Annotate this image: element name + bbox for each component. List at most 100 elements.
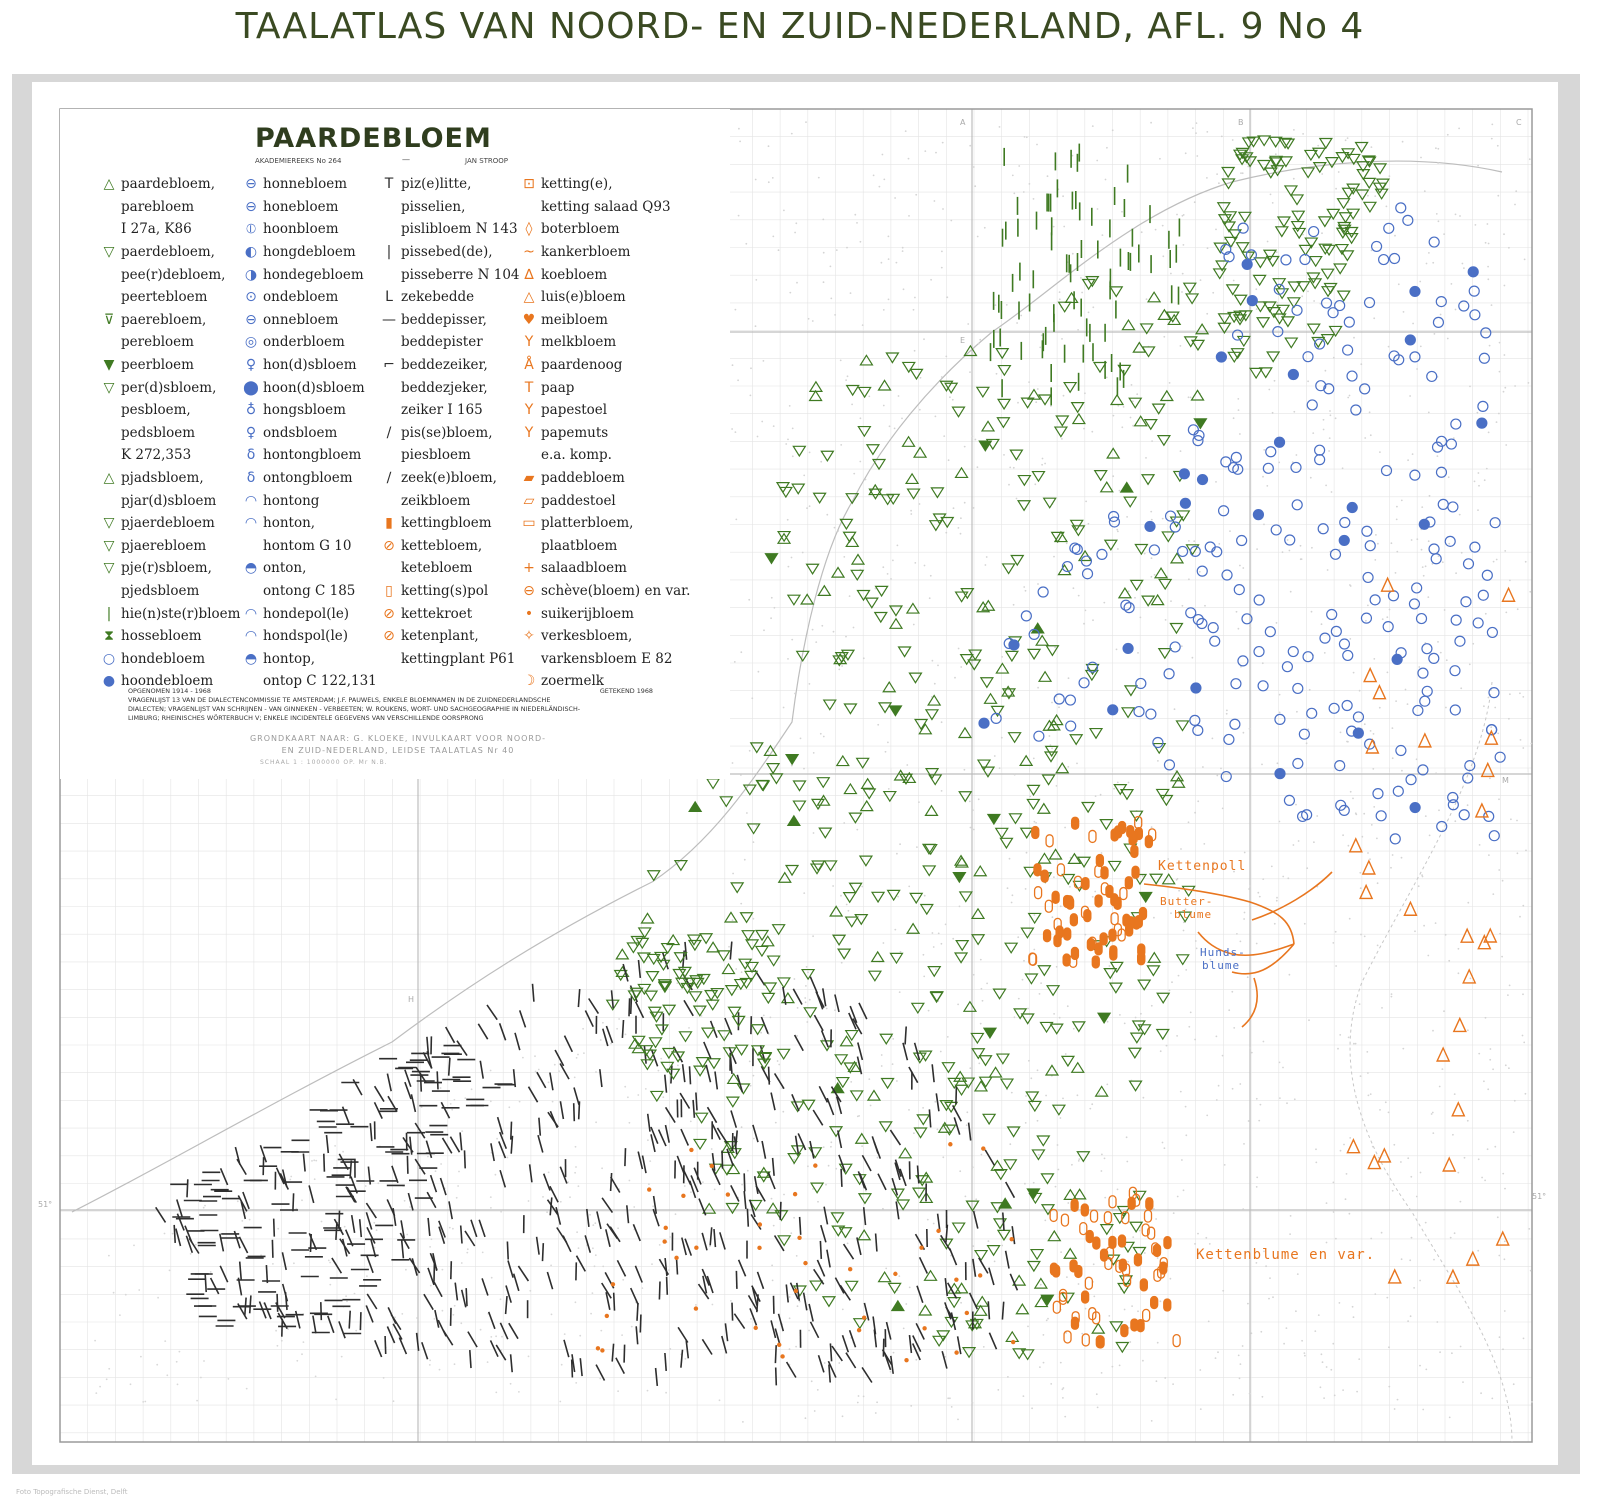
hondebloem-symbol: [1343, 316, 1355, 328]
paerdebloem-symbol: [1057, 301, 1072, 313]
pis-se-bloem-symbol: [448, 1201, 453, 1220]
paerdebloem-symbol: [660, 942, 675, 955]
paerdebloem-symbol: [1025, 1091, 1040, 1103]
paardebloem-symbol: [808, 389, 823, 402]
pis-se-bloem-symbol: [677, 1326, 689, 1343]
legend-label: kettingplant P61: [401, 650, 516, 667]
pis-se-bloem-symbol: [944, 1278, 949, 1297]
paerdebloem-symbol: [1159, 794, 1174, 807]
paardebloem-symbol: [988, 1066, 1003, 1078]
stipple-dot: [1208, 1243, 1211, 1245]
paerdebloem-symbol: [1001, 688, 1017, 700]
paerdebloem-symbol: [848, 882, 863, 894]
koebloem-symbol: [1380, 576, 1395, 592]
stipple-dot: [817, 1200, 819, 1203]
paerdebloem-symbol: [1183, 336, 1198, 348]
paerdebloem-symbol: [1311, 147, 1327, 160]
stipple-dot: [908, 1286, 911, 1289]
stipple-dot: [1435, 213, 1438, 215]
stipple-dot: [957, 647, 960, 650]
hondebloem-symbol: [1053, 693, 1065, 705]
pis-se-bloem-symbol: [350, 1214, 356, 1234]
dialect-map[interactable]: [32, 82, 1558, 1465]
pis-se-bloem-symbol: [746, 1208, 750, 1227]
paerdebloem-symbol: [929, 991, 944, 1004]
stipple-dot: [1167, 858, 1170, 860]
kettingbloem-symbol: [1127, 1196, 1136, 1210]
koebloem-symbol: [1442, 1156, 1457, 1172]
kettingbloem-symbol: [1081, 1333, 1090, 1347]
pis-se-bloem-symbol: [629, 1287, 639, 1305]
stipple-dot: [1521, 1034, 1524, 1037]
paerdebloem-symbol: [725, 1096, 740, 1108]
stipple-dot: [574, 1301, 577, 1304]
paerdebloem-symbol: [678, 1031, 693, 1043]
stipple-dot: [527, 1355, 530, 1358]
hondebloem-symbol: [1460, 596, 1472, 608]
paerdebloem-symbol: [927, 966, 942, 978]
pis-se-bloem-symbol: [626, 1205, 630, 1224]
stipple-dot: [1199, 279, 1202, 281]
paerdebloem-symbol: [1129, 579, 1144, 592]
pis-se-bloem-symbol: [692, 1099, 696, 1118]
paerdebloem-symbol: [1097, 1012, 1112, 1024]
pis-se-bloem-symbol: [407, 1192, 414, 1211]
legend-item: ·parebloem: [100, 196, 240, 219]
pis-se-bloem-symbol: [498, 1023, 507, 1041]
pis-se-bloem-symbol: [341, 1106, 350, 1124]
photo-credit: Foto Topografische Dienst, Delft: [16, 1488, 128, 1496]
stipple-dot: [1330, 1368, 1333, 1371]
stipple-dot: [651, 1263, 653, 1265]
stipple-dot: [1312, 432, 1315, 434]
paardebloem-symbol: [1055, 762, 1070, 774]
paerdebloem-symbol: [1088, 727, 1104, 740]
paerdebloem-symbol: [1361, 155, 1376, 167]
hondebloem-symbol: [1287, 368, 1299, 381]
stipple-dot: [1378, 706, 1381, 709]
legend-symbol-icon: ▽: [103, 560, 115, 577]
suikerijbloem-symbol: [681, 1193, 686, 1198]
paardebloem-symbol: [786, 814, 801, 827]
legend-symbol-icon: △: [523, 289, 535, 306]
stipple-dot: [960, 1301, 962, 1304]
paerdebloem-symbol: [971, 1048, 986, 1060]
legend-label: salaadbloem: [541, 560, 627, 577]
stipple-dot: [1170, 912, 1172, 915]
paerdebloem-symbol: [786, 594, 801, 606]
legend-item: ∕ zeek(e)bloem,: [380, 467, 520, 490]
pis-se-bloem-symbol: [680, 1349, 684, 1368]
stipple-dot: [1024, 1122, 1027, 1124]
legend-label: varkensbloem E 82: [541, 650, 673, 667]
stipple-dot: [1363, 935, 1366, 938]
pis-se-bloem-symbol: [634, 1001, 645, 1019]
stipple-dot: [746, 812, 748, 814]
hondebloem-symbol: [1264, 626, 1276, 638]
paerdebloem-symbol: [1071, 525, 1086, 537]
stipple-dot: [782, 1110, 785, 1113]
paerdebloem-symbol: [1037, 965, 1052, 977]
stipple-dot: [1103, 601, 1106, 604]
pis-se-bloem-symbol: [885, 1321, 892, 1340]
stipple-dot: [1127, 590, 1130, 593]
hondebloem-symbol: [1192, 613, 1204, 626]
stipple-dot: [1241, 1345, 1244, 1347]
legend-item: ·beddezjeker,: [380, 376, 520, 399]
stipple-dot: [1498, 412, 1500, 415]
pis-se-bloem-symbol: [489, 1340, 499, 1358]
paardebloem-symbol: [919, 1191, 934, 1204]
pis-se-bloem-symbol: [698, 1198, 707, 1216]
stipple-dot: [1103, 1157, 1106, 1160]
stipple-dot: [1291, 461, 1294, 463]
stipple-dot: [949, 1397, 951, 1400]
pis-se-bloem-symbol: [341, 1238, 348, 1257]
pis-se-bloem-symbol: [577, 1101, 581, 1120]
pis-se-bloem-symbol: [797, 1133, 807, 1151]
paerdebloem-symbol: [1109, 286, 1124, 298]
paerdebloem-symbol: [763, 982, 778, 994]
pis-se-bloem-symbol: [658, 1258, 670, 1276]
kettingbloem-symbol: [1088, 829, 1097, 844]
paardebloem-symbol: [1057, 563, 1072, 576]
stipple-dot: [575, 1166, 577, 1168]
stipple-dot: [657, 1069, 660, 1072]
paardebloem-symbol: [973, 1080, 989, 1092]
